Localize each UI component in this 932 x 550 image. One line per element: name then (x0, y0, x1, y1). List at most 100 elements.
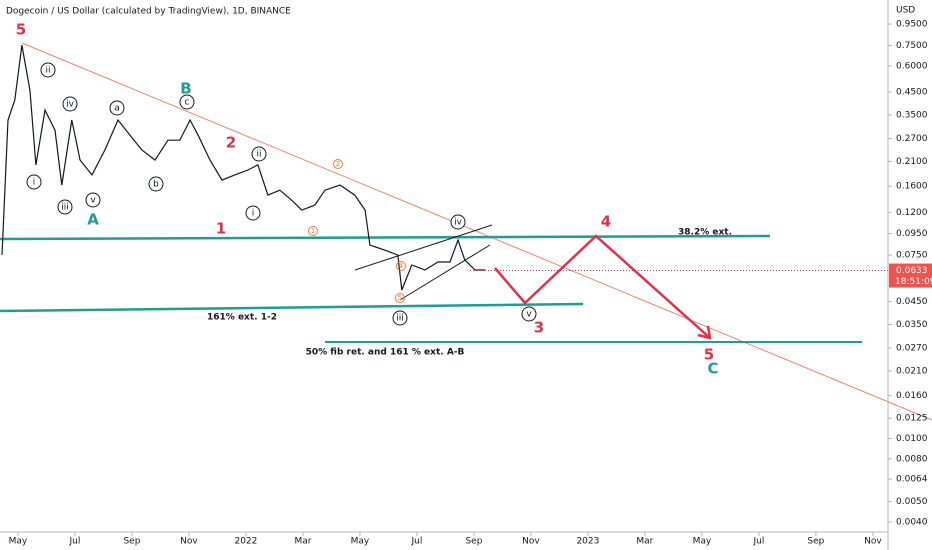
annotation: iii (396, 314, 404, 324)
wave-circle-small (395, 293, 405, 303)
annotation: A (87, 211, 99, 229)
y-tick-label: 0.6000 (896, 61, 928, 71)
annotation: b (153, 180, 159, 190)
y-tick-label: 0.0210 (896, 366, 928, 376)
x-tick-label: Sep (465, 537, 482, 547)
wave-circle (40, 62, 56, 78)
x-tick-label: 2022 (234, 537, 257, 547)
wave-circle (57, 199, 73, 215)
annotation: 38.2% ext. (678, 228, 732, 238)
x-tick-label: Sep (123, 537, 140, 547)
chart-title: Dogecoin / US Dollar (calculated by Trad… (6, 7, 291, 17)
annotation: c (185, 98, 190, 108)
level-line (0, 234, 771, 241)
y-axis-label: USD (896, 6, 915, 16)
annotation: B (180, 80, 191, 98)
last-price-label: 0.0633 (896, 266, 928, 276)
annotation: 50% fib ret. and 161 % ext. A-B (306, 348, 465, 358)
y-tick-label: 0.3500 (896, 110, 928, 120)
annotation: 5 (704, 346, 714, 364)
wave-circle (392, 310, 408, 326)
projection-arrow (697, 325, 712, 340)
y-tick-label: 0.4500 (896, 88, 928, 98)
annotation: 4 (601, 213, 611, 231)
x-tick-label: 2023 (576, 537, 599, 547)
annotation: 2 (336, 160, 340, 168)
wedge-line (399, 244, 491, 301)
countdown-label: 18:51:09 (895, 277, 932, 287)
y-tick-label: 0.0040 (896, 517, 928, 527)
x-tick-label: Mar (636, 537, 653, 547)
annotation: ii (45, 66, 50, 76)
wave-circle (109, 100, 125, 116)
x-tick-label: Jul (410, 537, 422, 547)
annotation: i (252, 209, 255, 219)
x-tick-label: Jul (752, 537, 764, 547)
y-tick-label: 0.0160 (896, 391, 928, 401)
y-tick-label: 0.0100 (896, 434, 928, 444)
annotation: 4 (399, 262, 404, 270)
wave-circle (521, 306, 537, 322)
projection-path (494, 234, 711, 339)
y-tick-label: 0.0125 (896, 414, 928, 424)
x-tick-label: May (9, 537, 28, 547)
annotation: ii (256, 150, 261, 160)
x-tick-label: Nov (864, 537, 882, 547)
y-tick-label: 0.9500 (896, 20, 928, 30)
wedge-line (354, 224, 493, 271)
y-tick-label: 0.1200 (896, 208, 928, 218)
y-tick-label: 0.0750 (896, 251, 928, 261)
y-tick-label: 0.1600 (896, 182, 928, 192)
y-tick-label: 0.2100 (896, 157, 928, 167)
annotation: 5 (16, 21, 26, 39)
annotation: iv (66, 100, 75, 110)
wave-circle (62, 96, 78, 112)
x-tick-label: May (693, 537, 712, 547)
wave-circle-small (396, 261, 406, 271)
x-tick-label: Jul (69, 537, 81, 547)
y-tick-label: 0.0050 (896, 497, 928, 507)
y-tick-label: 0.0350 (896, 320, 928, 330)
y-tick-label: 0.0080 (896, 454, 928, 464)
y-tick-label: 0.0450 (896, 297, 928, 307)
wave-circle-small (308, 226, 318, 236)
wave-circle (450, 214, 466, 230)
wave-circle-small (333, 159, 343, 169)
annotation: iii (61, 203, 69, 213)
annotation: v (526, 310, 532, 320)
wave-circle (148, 176, 164, 192)
annotation: 1 (311, 227, 315, 235)
y-tick-label: 0.0950 (896, 229, 928, 239)
trend-line (21, 42, 932, 421)
x-tick-label: Nov (522, 537, 540, 547)
wave-circle (245, 205, 261, 221)
y-tick-label: 0.7500 (896, 41, 928, 51)
drawings (0, 42, 932, 421)
annotation: i (33, 178, 36, 188)
annotation: C (707, 360, 718, 378)
y-tick-label: 0.0064 (896, 475, 928, 485)
annotation: 3 (534, 319, 544, 337)
wave-circle (251, 146, 267, 162)
annotation: 161% ext. 1-2 (207, 313, 277, 323)
annotation: 1 (216, 220, 226, 238)
price-line (1, 44, 485, 291)
wave-circle (179, 94, 195, 110)
y-tick-label: 0.0270 (896, 344, 928, 354)
last-price-box (889, 263, 932, 288)
x-tick-label: Mar (294, 537, 311, 547)
annotation: 2 (226, 134, 236, 152)
x-tick-label: May (351, 537, 370, 547)
wave-circle (85, 192, 101, 208)
y-tick-label: 0.2700 (896, 134, 928, 144)
annotation: a (114, 104, 120, 114)
annotation: v (90, 196, 96, 206)
annotation: iv (454, 218, 463, 228)
wave-circle (26, 174, 42, 190)
x-tick-label: Sep (807, 537, 824, 547)
level-line (0, 302, 584, 313)
annotation: 5 (398, 294, 402, 302)
x-tick-label: Nov (180, 537, 198, 547)
